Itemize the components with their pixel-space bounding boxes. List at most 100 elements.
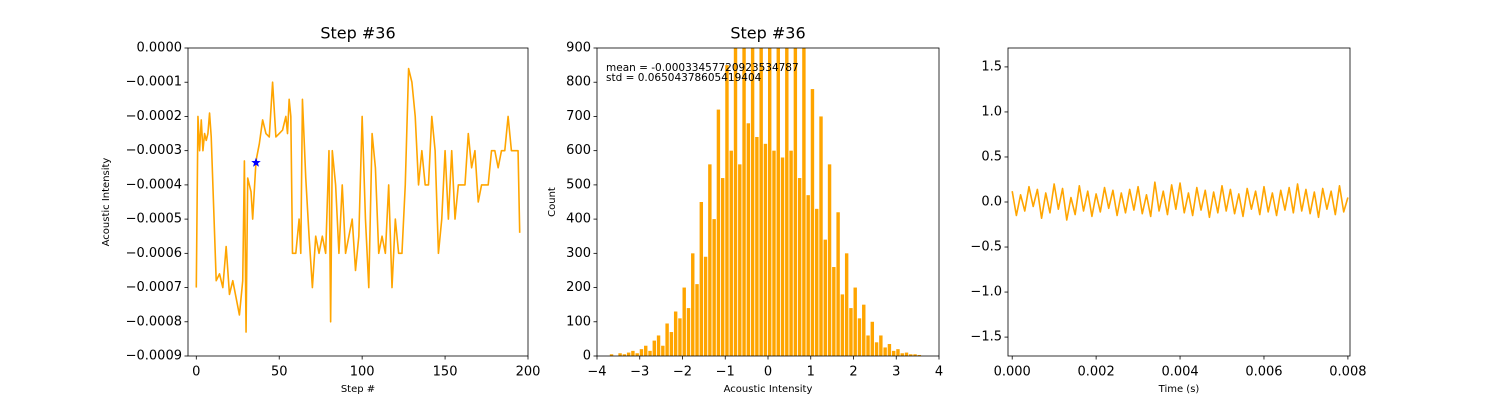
histogram-bar (768, 48, 772, 356)
x-tick-label: 0.008 (1329, 365, 1366, 380)
histogram-bar (900, 353, 904, 356)
x-tick-label: 150 (433, 365, 458, 380)
y-tick-label: −0.0005 (126, 212, 182, 227)
plot-area (195, 67, 521, 333)
y-tick-label: −0.5 (970, 240, 1002, 255)
x-axis-label: Acoustic Intensity (724, 384, 813, 395)
annotation: std = 0.06504378605419404 (606, 72, 762, 84)
x-tick-label: 0.004 (1161, 365, 1198, 380)
x-tick-label: −3 (630, 365, 649, 380)
y-tick-label: −0.0003 (126, 143, 182, 158)
histogram-bar (879, 335, 883, 356)
panel: −4 −3 −2 −1 0 1 2 3 4 0 100 200 300 400 500 600 700 800 90… (547, 24, 943, 396)
histogram-bar (678, 318, 682, 356)
x-tick-label: 200 (516, 365, 541, 380)
y-tick-label: 300 (566, 246, 591, 261)
y-tick-label: 700 (566, 109, 591, 124)
y-tick-label: −0.0006 (126, 246, 182, 261)
axes-frame (187, 47, 529, 357)
y-tick-label: 0.5 (981, 149, 1002, 164)
y-tick-label: −0.0002 (126, 109, 182, 124)
plot-area (609, 48, 922, 356)
histogram-bar (656, 335, 661, 356)
histogram-bar (776, 48, 780, 356)
star-marker (251, 157, 261, 167)
y-tick-label: 800 (566, 75, 591, 90)
histogram-bar (887, 344, 892, 356)
y-tick-label: −0.0007 (126, 280, 182, 295)
y-tick-label: 200 (566, 280, 591, 295)
histogram-bar (827, 164, 832, 356)
histogram-bar (806, 195, 810, 356)
histogram-bar (866, 335, 870, 356)
x-tick-label: −2 (673, 365, 692, 380)
y-tick-label: −0.0001 (126, 75, 182, 90)
histogram-bar (862, 304, 866, 356)
histogram-bar (836, 212, 840, 356)
histogram-bar (832, 267, 836, 356)
histogram-bar (750, 48, 755, 356)
y-tick-label: 1.0 (981, 104, 1002, 119)
x-tick-label: 0.000 (994, 365, 1031, 380)
histogram-bar (618, 353, 622, 356)
histogram-bar (755, 136, 759, 356)
histogram-bar (708, 164, 712, 356)
histogram-bar (665, 323, 669, 356)
histogram-bar (870, 321, 875, 356)
y-tick-label: −0.0009 (126, 349, 182, 364)
histogram-bar (644, 345, 648, 356)
plot-area (1011, 181, 1349, 221)
chart-title: Step #36 (320, 24, 395, 43)
histogram-bar (810, 89, 815, 356)
histogram-bar (669, 332, 674, 356)
histogram-bar (648, 350, 652, 356)
histogram-bar (661, 345, 665, 356)
histogram-bar (729, 150, 733, 356)
x-axis-label: Step # (341, 384, 375, 395)
histogram-bar (733, 48, 738, 356)
y-tick-label: −0.0004 (126, 177, 182, 192)
x-tick-label: 0 (192, 365, 200, 380)
histogram-bar (622, 354, 627, 356)
histogram-bar (793, 48, 798, 356)
y-tick-label: 100 (566, 314, 591, 329)
x-tick-label: 2 (849, 365, 857, 380)
histogram-bar (725, 65, 729, 356)
histogram-bar (759, 48, 763, 356)
histogram-bar (691, 253, 695, 356)
x-tick-label: −1 (716, 365, 735, 380)
histogram-bar (883, 347, 887, 356)
histogram-bar (631, 350, 635, 356)
x-tick-label: 100 (350, 365, 375, 380)
x-tick-label: 0.006 (1245, 365, 1282, 380)
histogram-bar (746, 123, 751, 356)
data-line (1011, 181, 1349, 221)
histogram-bar (815, 208, 819, 356)
x-tick-label: 1 (807, 365, 815, 380)
y-tick-label: 0.0000 (137, 41, 183, 56)
y-tick-label: 0.0 (981, 195, 1002, 210)
histogram-bar (802, 48, 806, 356)
y-tick-label: 0 (583, 349, 591, 364)
y-tick-label: 600 (566, 143, 591, 158)
y-tick-label: −1.0 (970, 285, 1002, 300)
x-tick-label: 4 (935, 365, 943, 380)
x-tick-label: 0 (764, 365, 772, 380)
histogram-bar (695, 284, 699, 356)
histogram-bar (917, 354, 922, 356)
y-axis-label: Acoustic Intensity (101, 158, 112, 247)
histogram-bar (673, 311, 678, 356)
y-tick-label: 500 (566, 177, 591, 192)
y-tick-label: −0.0008 (126, 314, 182, 329)
axes-frame (596, 47, 940, 357)
histogram-bar (785, 48, 789, 356)
panel: 0.000 0.002 0.004 0.006 0.008 −1.5 −1.0 −0.5 0.0… (970, 47, 1367, 395)
histogram-bar (853, 287, 857, 356)
histogram-bar (849, 308, 853, 356)
histogram-bar (720, 178, 725, 356)
histogram-bar (789, 150, 793, 356)
histogram-bar (699, 202, 704, 356)
axes-frame (1007, 47, 1351, 357)
histogram-bar (738, 164, 742, 356)
